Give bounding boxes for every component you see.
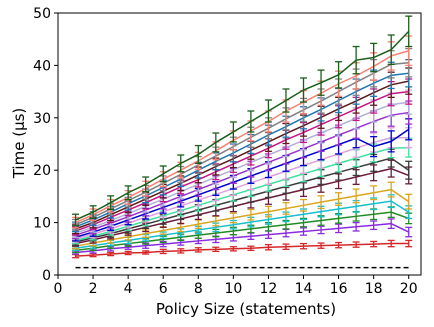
y-tick-label: 20	[33, 163, 51, 179]
series-line	[75, 30, 410, 221]
series-group	[72, 218, 413, 255]
series-line	[75, 242, 409, 257]
axes: 0 2 4 6 8 10 12 14 16 18 20 0 10 20 30 40 50	[33, 6, 422, 297]
series-group	[72, 47, 413, 231]
y-tick-label: 50	[33, 6, 51, 22]
x-tick-label: 18	[365, 281, 383, 297]
series-line	[75, 72, 409, 228]
series-line	[75, 50, 409, 224]
series-group	[72, 67, 413, 235]
x-tick-label: 2	[89, 281, 98, 297]
series-group	[72, 15, 413, 227]
series-line	[75, 146, 409, 242]
y-tick-label: 30	[33, 111, 51, 127]
plot-frame	[57, 12, 422, 276]
x-tick-label: 10	[224, 281, 242, 297]
series-line	[75, 188, 410, 247]
series-line	[75, 90, 409, 232]
y-tick-label: 0	[42, 268, 51, 284]
series-group	[72, 127, 413, 243]
series-group	[72, 118, 413, 242]
y-tick-label: 10	[33, 216, 51, 232]
x-tick-label: 6	[159, 281, 168, 297]
x-tick-label: 12	[260, 281, 278, 297]
x-tick-label: 14	[295, 281, 313, 297]
x-tick-label: 4	[124, 281, 133, 297]
series-group	[72, 100, 413, 240]
x-axis-label: Policy Size (statements)	[156, 300, 336, 318]
x-tick-label: 16	[330, 281, 348, 297]
series-group	[72, 35, 413, 229]
series-group	[72, 239, 413, 259]
x-tick-label: 20	[400, 281, 418, 297]
x-tick-label: 8	[194, 281, 203, 297]
plot-area	[72, 15, 413, 269]
y-axis-label: Time (μs)	[10, 108, 28, 180]
series-line	[75, 80, 409, 230]
series-line	[75, 222, 410, 254]
x-tick-label: 0	[54, 281, 63, 297]
series-group	[72, 148, 413, 246]
y-tick-label: 40	[33, 58, 51, 74]
